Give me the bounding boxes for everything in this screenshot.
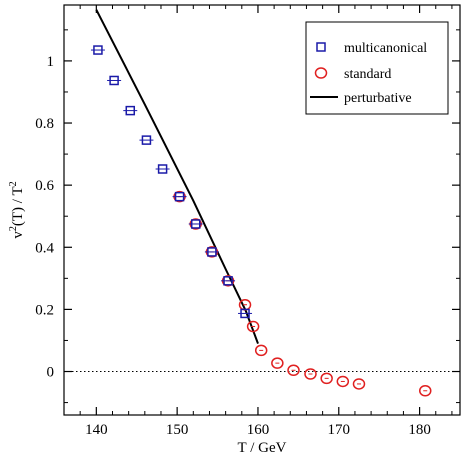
data-point-multicanonical: [93, 45, 103, 55]
y-axis-title-sup1: 2: [8, 226, 19, 231]
data-point-multicanonical: [141, 135, 152, 145]
plot-frame: [63, 4, 461, 416]
data-point-multicanonical: [223, 276, 233, 286]
data-point-multicanonical: [125, 105, 136, 116]
data-point-multicanonical: [157, 164, 168, 174]
legend-box: [305, 21, 449, 115]
legend-label-perturbative: perturbative: [344, 91, 412, 106]
legend: multicanonical standard perturbative: [305, 21, 449, 115]
x-tick-label: 140: [85, 422, 108, 438]
data-point-standard: [246, 320, 260, 333]
x-tick-label: 180: [408, 422, 431, 438]
axis-ticks: 140 150 160 170 180 0 0.2 0.4 0.6 0.8 1: [35, 5, 460, 438]
data-point-standard: [254, 344, 268, 357]
y-axis-title: v2(T) / T2: [8, 181, 26, 238]
data-point-multicanonical: [207, 247, 217, 257]
y-tick-label: 0: [47, 365, 55, 381]
series-line-perturbative: [95, 9, 259, 344]
data-point-multicanonical: [174, 191, 185, 202]
data-point-standard: [287, 364, 300, 377]
y-tick-label: 0.8: [35, 116, 54, 132]
data-point-multicanonical: [109, 75, 119, 86]
data-point-standard: [336, 375, 350, 388]
x-tick-label: 160: [247, 422, 270, 438]
data-point-standard: [304, 368, 317, 380]
series-layer: [90, 9, 432, 397]
y-axis-title-v: v: [10, 231, 26, 239]
data-point-standard: [271, 357, 284, 369]
data-point-standard: [352, 378, 366, 390]
x-tick-label: 150: [166, 422, 189, 438]
data-point-standard: [418, 385, 432, 397]
y-axis-title-mid: (T) / T: [10, 186, 26, 226]
y-axis-title-sup2: 2: [8, 181, 19, 186]
data-point-standard: [320, 372, 333, 385]
y-tick-label: 1: [47, 54, 55, 70]
legend-marker-multicanonical: [316, 42, 326, 52]
data-point-multicanonical: [190, 219, 201, 229]
legend-label-multicanonical: multicanonical: [344, 41, 427, 56]
y-tick-label: 0.6: [35, 178, 54, 194]
y-tick-label: 0.4: [35, 240, 54, 256]
x-axis-title: T / GeV: [238, 440, 287, 456]
x-tick-label: 170: [328, 422, 351, 438]
legend-marker-standard: [314, 67, 328, 79]
data-point-multicanonical: [240, 308, 250, 319]
legend-label-standard: standard: [344, 67, 391, 82]
y-tick-label: 0.2: [35, 302, 54, 318]
